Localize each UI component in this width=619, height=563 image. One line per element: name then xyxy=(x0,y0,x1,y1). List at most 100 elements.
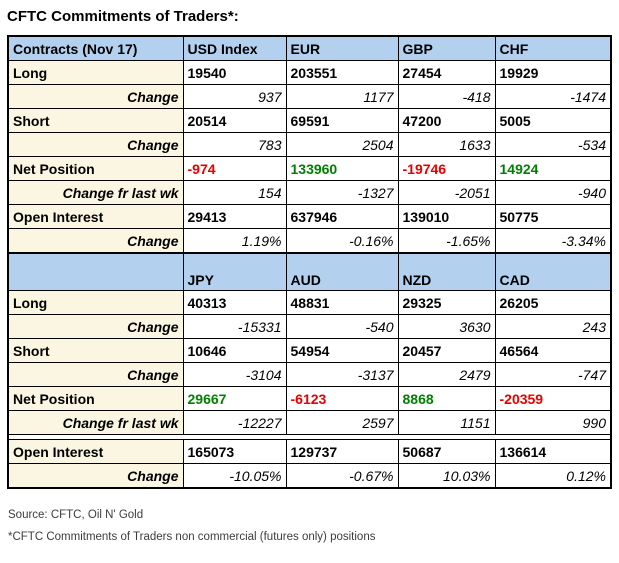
table-row: Change 1.19% -0.16% -1.65% -3.34% xyxy=(7,228,612,254)
data-cell: 20457 xyxy=(397,338,496,363)
table-row: Long 40313 48831 29325 26205 xyxy=(7,290,612,315)
row-label: Open Interest xyxy=(7,439,184,464)
table-row: Short 20514 69591 47200 5005 xyxy=(7,108,612,133)
column-header-cell: JPY xyxy=(182,252,287,291)
data-cell: 1633 xyxy=(397,132,496,157)
data-cell: 19540 xyxy=(182,60,287,85)
row-label: Open Interest xyxy=(7,204,184,229)
data-cell: 29667 xyxy=(182,386,287,411)
column-header-cell: AUD xyxy=(285,252,399,291)
data-cell: -2051 xyxy=(397,180,496,205)
column-header-cell: NZD xyxy=(397,252,496,291)
row-label: Short xyxy=(7,108,184,133)
data-cell: -3137 xyxy=(285,362,399,387)
data-cell: -10.05% xyxy=(182,463,287,489)
data-cell: -12227 xyxy=(182,410,287,435)
data-cell: 937 xyxy=(182,84,287,109)
data-cell: 165073 xyxy=(182,439,287,464)
data-cell: -3104 xyxy=(182,362,287,387)
data-cell: 26205 xyxy=(494,290,612,315)
row-label: Change fr last wk xyxy=(7,410,184,435)
data-cell: -1474 xyxy=(494,84,612,109)
data-cell: -540 xyxy=(285,314,399,339)
data-cell: -418 xyxy=(397,84,496,109)
data-cell: -1327 xyxy=(285,180,399,205)
data-cell: 2597 xyxy=(285,410,399,435)
table-row: Change fr last wk -12227 2597 1151 990 xyxy=(7,410,612,435)
data-cell: 10646 xyxy=(182,338,287,363)
data-cell: 19929 xyxy=(494,60,612,85)
data-cell: -15331 xyxy=(182,314,287,339)
row-label: Change xyxy=(7,362,184,387)
data-cell: -0.67% xyxy=(285,463,399,489)
row-label: Change xyxy=(7,132,184,157)
table-row: Net Position 29667 -6123 8868 -20359 xyxy=(7,386,612,411)
data-cell: 637946 xyxy=(285,204,399,229)
table-row: Net Position -974 133960 -19746 14924 xyxy=(7,156,612,181)
data-cell: -1.65% xyxy=(397,228,496,254)
row-label: Change xyxy=(7,84,184,109)
table-row: Change -10.05% -0.67% 10.03% 0.12% xyxy=(7,463,612,489)
data-cell: 783 xyxy=(182,132,287,157)
row-label: Change xyxy=(7,314,184,339)
data-cell: -19746 xyxy=(397,156,496,181)
table-row: Change -3104 -3137 2479 -747 xyxy=(7,362,612,387)
data-cell: 54954 xyxy=(285,338,399,363)
cot-table: Contracts (Nov 17) USD Index EUR GBP CHF Long… xyxy=(7,35,612,489)
data-cell: -6123 xyxy=(285,386,399,411)
row-label: Long xyxy=(7,290,184,315)
column-header-cell xyxy=(7,252,184,291)
data-cell: -20359 xyxy=(494,386,612,411)
footer-note: *CFTC Commitments of Traders non commerc… xyxy=(8,530,376,543)
row-label: Change fr last wk xyxy=(7,180,184,205)
data-cell: 50687 xyxy=(397,439,496,464)
data-cell: 990 xyxy=(494,410,612,435)
data-cell: 2504 xyxy=(285,132,399,157)
data-cell: 154 xyxy=(182,180,287,205)
column-header-cell: CHF xyxy=(494,35,612,61)
data-cell: 29325 xyxy=(397,290,496,315)
data-cell: -0.16% xyxy=(285,228,399,254)
section-header-row: JPY AUD NZD CAD xyxy=(7,252,612,291)
table-row: Long 19540 203551 27454 19929 xyxy=(7,60,612,85)
data-cell: 14924 xyxy=(494,156,612,181)
table-row: Short 10646 54954 20457 46564 xyxy=(7,338,612,363)
table-row: Open Interest 29413 637946 139010 50775 xyxy=(7,204,612,229)
data-cell: 27454 xyxy=(397,60,496,85)
column-header-cell: EUR xyxy=(285,35,399,61)
data-cell: 2479 xyxy=(397,362,496,387)
row-label: Change xyxy=(7,463,184,489)
column-header-cell: USD Index xyxy=(182,35,287,61)
row-label: Net Position xyxy=(7,156,184,181)
data-cell: 133960 xyxy=(285,156,399,181)
data-cell: 243 xyxy=(494,314,612,339)
data-cell: 1177 xyxy=(285,84,399,109)
data-cell: 69591 xyxy=(285,108,399,133)
page-title: CFTC Commitments of Traders*: xyxy=(7,8,239,25)
column-header-cell: Contracts (Nov 17) xyxy=(7,35,184,61)
data-cell: -974 xyxy=(182,156,287,181)
data-cell: 10.03% xyxy=(397,463,496,489)
footer: Source: CFTC, Oil N' Gold *CFTC Commitme… xyxy=(8,505,619,549)
data-cell: -747 xyxy=(494,362,612,387)
data-cell: 1151 xyxy=(397,410,496,435)
data-cell: 50775 xyxy=(494,204,612,229)
data-cell: 47200 xyxy=(397,108,496,133)
table-row: Change -15331 -540 3630 243 xyxy=(7,314,612,339)
section-header-row: Contracts (Nov 17) USD Index EUR GBP CHF xyxy=(7,35,612,61)
data-cell: 0.12% xyxy=(494,463,612,489)
column-header-cell: GBP xyxy=(397,35,496,61)
data-cell: -940 xyxy=(494,180,612,205)
data-cell: 8868 xyxy=(397,386,496,411)
table-row: Change 937 1177 -418 -1474 xyxy=(7,84,612,109)
data-cell: 5005 xyxy=(494,108,612,133)
data-cell: 203551 xyxy=(285,60,399,85)
row-label: Short xyxy=(7,338,184,363)
row-label: Net Position xyxy=(7,386,184,411)
data-cell: 136614 xyxy=(494,439,612,464)
row-label: Long xyxy=(7,60,184,85)
data-cell: 20514 xyxy=(182,108,287,133)
row-label: Change xyxy=(7,228,184,254)
data-cell: 48831 xyxy=(285,290,399,315)
